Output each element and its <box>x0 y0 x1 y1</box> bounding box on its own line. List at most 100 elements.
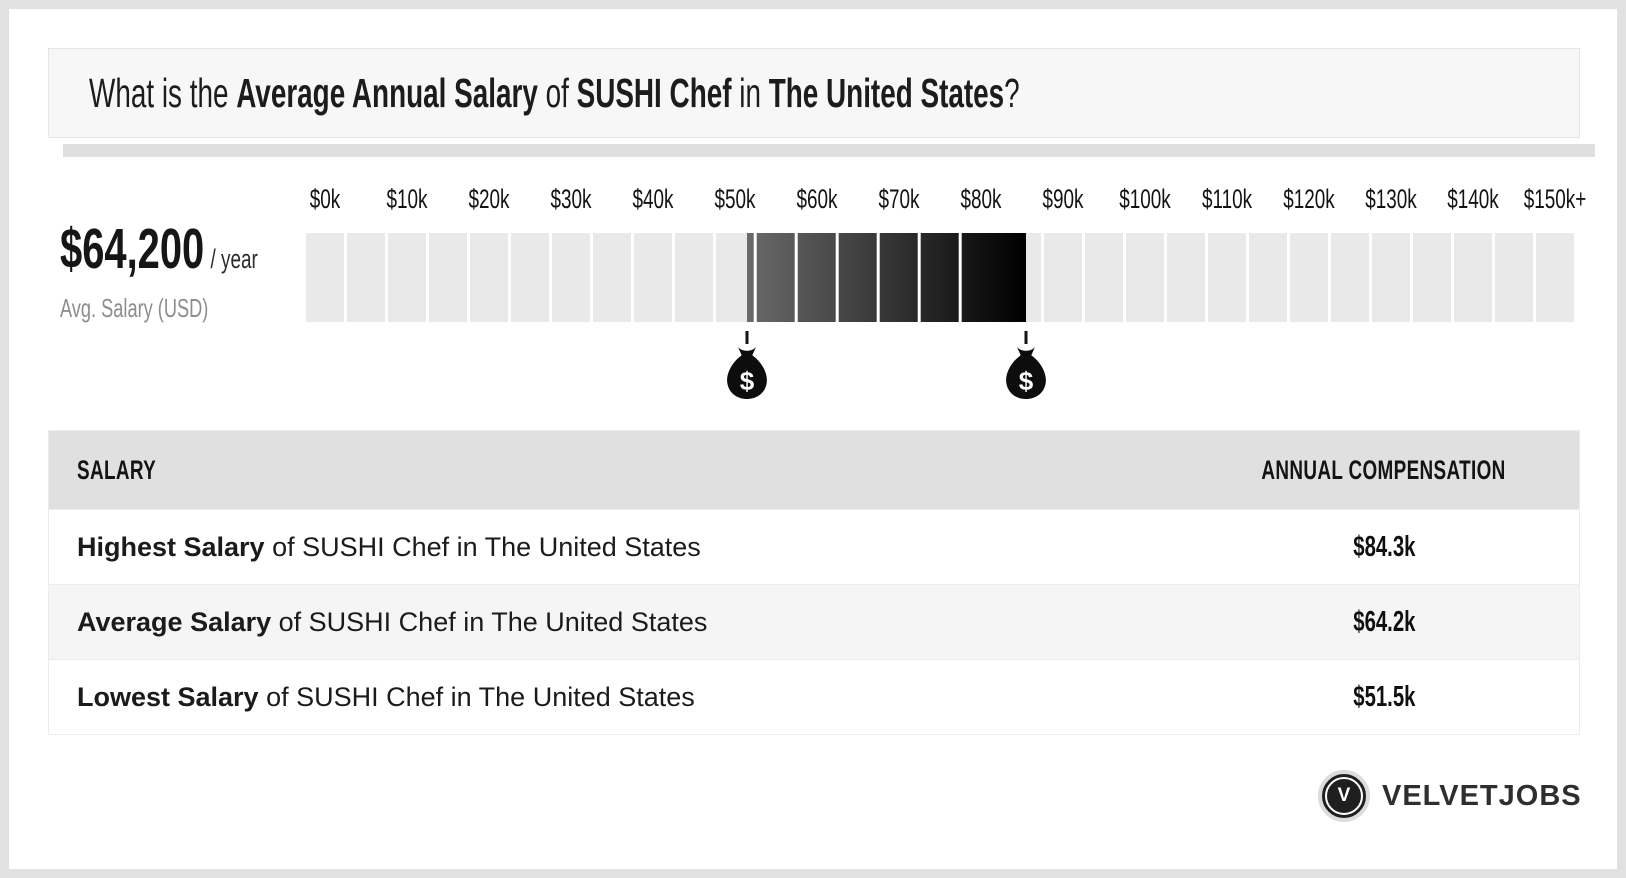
axis-tick-label-text: $120k <box>1283 184 1335 214</box>
axis-tick-label-text: $10k <box>386 184 428 214</box>
axis-tick-label: $90k <box>1034 186 1093 213</box>
row-label: Lowest Salary of SUSHI Chef in The Unite… <box>77 681 695 712</box>
avg-salary-caption-line: Avg. Salary (USD) <box>60 295 304 321</box>
salary-summary: $64,200/ year Avg. Salary (USD) <box>60 221 304 322</box>
title-text: What is the <box>89 69 237 116</box>
track-segment <box>1454 233 1492 322</box>
row-label-cell: Lowest Salary of SUSHI Chef in The Unite… <box>49 682 1189 713</box>
axis-tick-label-text: $140k <box>1447 184 1499 214</box>
title-emphasis: SUSHI Chef <box>576 69 732 116</box>
marker-tick <box>1024 331 1028 344</box>
row-label: Average Salary of SUSHI Chef in The Unit… <box>77 606 708 637</box>
axis-tick-label-text: $70k <box>878 184 920 214</box>
axis-tick-label: $80k <box>952 186 1011 213</box>
page-title: What is the Average Annual Salary of SUS… <box>89 69 1458 116</box>
avg-salary-amount: $64,200 <box>60 217 205 281</box>
table-header-compensation-cell: ANNUAL COMPENSATION <box>1189 455 1579 486</box>
table-header-salary-cell: SALARY <box>49 455 1189 486</box>
track-segment <box>552 233 590 322</box>
avg-salary-line: $64,200/ year <box>60 221 304 278</box>
track-segment <box>1413 233 1451 322</box>
track-segment <box>1044 233 1082 322</box>
axis-tick-label-text: $110k <box>1201 184 1253 214</box>
axis-tick-label-text: $60k <box>796 184 838 214</box>
axis-tick-label: $20k <box>460 186 519 213</box>
track-segment <box>1085 233 1123 322</box>
marker-tick <box>745 331 749 344</box>
row-label-emphasis: Lowest Salary <box>77 681 259 712</box>
track-segment <box>388 233 426 322</box>
avg-salary-caption: Avg. Salary (USD) <box>60 293 209 323</box>
title-emphasis: The United States <box>768 69 1005 116</box>
row-value: $64.2k <box>1352 605 1416 638</box>
row-value-cell: $51.5k <box>1189 681 1579 714</box>
salary-track <box>306 233 1577 322</box>
axis-tick-label: $30k <box>542 186 601 213</box>
axis-tick-label-text: $30k <box>550 184 592 214</box>
axis-tick-label-text: $20k <box>468 184 510 214</box>
avg-salary-period: / year <box>210 244 258 274</box>
track-segment <box>1536 233 1574 322</box>
axis-tick-label-text: $40k <box>632 184 674 214</box>
axis-tick-label: $70k <box>870 186 929 213</box>
logo-letter: V <box>1337 785 1351 806</box>
axis-tick-label-text: $90k <box>1042 184 1084 214</box>
track-segment <box>634 233 672 322</box>
axis-tick-label-text: $130k <box>1365 184 1417 214</box>
track-segment <box>1208 233 1246 322</box>
axis-tick-label-text: $80k <box>960 184 1002 214</box>
velvetjobs-logo-icon: V <box>1318 770 1370 822</box>
track-segment <box>675 233 713 322</box>
salary-range-chart: $0k $10k $20k $30k $40k $50k $60k $70k $80k $90k $… <box>303 180 1586 410</box>
track-segment <box>347 233 385 322</box>
axis-tick-label-text: $0k <box>309 184 341 214</box>
axis-tick-label: $50k <box>706 186 765 213</box>
row-value: $84.3k <box>1352 530 1416 563</box>
row-label-emphasis: Highest Salary <box>77 531 265 562</box>
track-segment <box>1249 233 1287 322</box>
row-label-cell: Average Salary of SUSHI Chef in The Unit… <box>49 607 1189 638</box>
table-header-row: SALARY ANNUAL COMPENSATION <box>49 431 1579 509</box>
brand-logo: V VELVETJOBS <box>1318 770 1582 822</box>
axis-tick-label: $120k <box>1272 186 1346 213</box>
track-segment <box>1495 233 1533 322</box>
table-body: Highest Salary of SUSHI Chef in The Unit… <box>49 509 1579 734</box>
track-segment <box>1290 233 1328 322</box>
title-text: in <box>731 69 769 116</box>
column-header-annual-compensation: ANNUAL COMPENSATION <box>1261 454 1507 485</box>
axis-tick-label-text: $50k <box>714 184 756 214</box>
axis-tick-label: $40k <box>624 186 683 213</box>
table-row: Lowest Salary of SUSHI Chef in The Unite… <box>49 659 1579 734</box>
page-title-text: What is the Average Annual Salary of SUS… <box>89 69 1020 116</box>
title-text: of <box>537 69 577 116</box>
track-segment <box>1331 233 1369 322</box>
title-emphasis: Average Annual Salary <box>236 69 538 116</box>
salary-highlight-range <box>747 233 1027 322</box>
axis-tick-label: $10k <box>378 186 437 213</box>
row-label-cell: Highest Salary of SUSHI Chef in The Unit… <box>49 532 1189 563</box>
row-value-cell: $84.3k <box>1189 531 1579 564</box>
title-text: ? <box>1004 69 1020 116</box>
axis-tick-label: $130k <box>1354 186 1428 213</box>
axis-tick-label: $150k+ <box>1510 186 1599 213</box>
money-bag-icon: $ <box>1003 346 1049 400</box>
axis-tick-label: $110k <box>1191 186 1263 213</box>
money-bag-icon: $ <box>724 346 770 400</box>
track-segment <box>306 233 344 322</box>
svg-text:$: $ <box>1019 366 1034 396</box>
track-segment <box>511 233 549 322</box>
track-segment <box>1126 233 1164 322</box>
row-label-emphasis: Average Salary <box>77 606 272 637</box>
track-segment <box>1372 233 1410 322</box>
compensation-table: SALARY ANNUAL COMPENSATION Highest Salar… <box>48 430 1580 735</box>
axis-tick-label-text: $100k <box>1119 184 1171 214</box>
row-label: Highest Salary of SUSHI Chef in The Unit… <box>77 531 701 562</box>
axis-tick-label: $140k <box>1436 186 1510 213</box>
svg-text:$: $ <box>740 366 755 396</box>
title-panel: What is the Average Annual Salary of SUS… <box>48 48 1595 157</box>
track-segment <box>1167 233 1205 322</box>
axis-tick-label: $0k <box>303 186 347 213</box>
track-segment <box>470 233 508 322</box>
row-value: $51.5k <box>1352 680 1416 713</box>
